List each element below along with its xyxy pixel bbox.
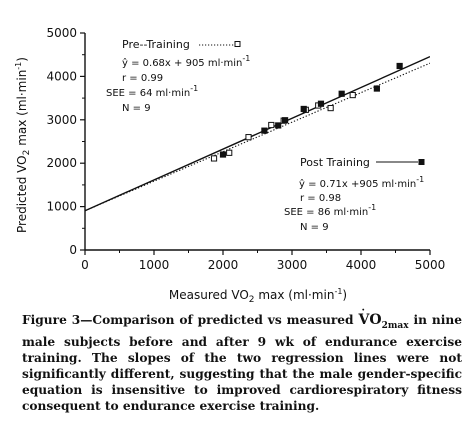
post-training-point: [219, 151, 227, 158]
x-tick-label: 0: [81, 258, 89, 272]
post-training-legend-label: Post Training: [300, 156, 370, 169]
y-tick-label: 1000: [46, 200, 77, 214]
post-training-point: [338, 90, 345, 97]
pre-training-see: SEE = 64 ml·min-1: [106, 84, 198, 99]
post-training-point: [373, 85, 380, 92]
pre-training-point: [327, 104, 334, 112]
post-training-n: N = 9: [300, 222, 329, 233]
post-training-point: [300, 105, 307, 113]
post-training-annotation: Post Training ŷ = 0.71x +905 ml·min-1 r …: [284, 156, 425, 233]
post-training-point: [282, 117, 289, 124]
pre-training-equation: ŷ = 0.68x + 905 ml·min-1: [122, 54, 250, 69]
post-training-r: r = 0.98: [300, 193, 341, 204]
pre-training-point: [349, 91, 356, 99]
figure-caption: Figure 3—Comparison of predicted vs meas…: [22, 305, 462, 413]
post-training-point: [275, 122, 282, 129]
x-axis-label: Measured VO2 max (ml·min-1): [169, 287, 347, 305]
pre-training-point: [268, 121, 275, 129]
y-axis-label: Predicted VO2 max (ml·min-1): [14, 57, 32, 233]
axis-ticks: [80, 32, 431, 255]
axis-tick-labels: 0 1000 2000 3000 4000 5000 0 1000 2000 3000 4000 50…: [46, 26, 445, 272]
post-training-point: [317, 100, 325, 107]
post-training-legend-marker: [418, 159, 425, 165]
regression-lines: [85, 56, 430, 212]
post-training-point: [396, 62, 403, 70]
post-training-see: SEE = 86 ml·min-1: [284, 203, 376, 218]
pre-training-point: [210, 155, 218, 162]
pre-training-n: N = 9: [122, 103, 151, 114]
y-tick-label: 3000: [46, 113, 77, 127]
pre-training-point: [245, 134, 252, 141]
vo2-scatter-chart: 0 1000 2000 3000 4000 5000 0 1000 2000 3000 4000 50…: [14, 26, 445, 305]
y-tick-label: 4000: [46, 69, 77, 83]
y-tick-label: 2000: [46, 156, 77, 170]
post-training-point: [261, 127, 268, 134]
data-points: [210, 62, 403, 162]
pre-training-legend-label: Pre--Training: [122, 38, 190, 51]
x-tick-label: 4000: [346, 258, 377, 272]
y-axis-label-dot: ·: [20, 125, 24, 139]
pre-training-annotation: Pre--Training ŷ = 0.68x + 905 ml·min-1 r…: [106, 38, 250, 114]
post-training-equation: ŷ = 0.71x +905 ml·min-1: [299, 175, 424, 190]
y-tick-label: 0: [69, 243, 77, 257]
pre-training-r: r = 0.99: [122, 73, 163, 84]
x-tick-label: 1000: [139, 258, 170, 272]
caption-vo2max: V · O2max: [358, 305, 409, 331]
post-training-regression-line: [85, 56, 430, 212]
y-tick-label: 5000: [46, 26, 77, 40]
x-tick-label: 3000: [277, 258, 308, 272]
pre-training-legend-marker: [234, 41, 241, 47]
x-tick-label: 2000: [208, 258, 239, 272]
x-tick-label: 5000: [415, 258, 446, 272]
pre-training-point: [226, 149, 233, 156]
caption-label: Figure 3: [22, 313, 81, 327]
